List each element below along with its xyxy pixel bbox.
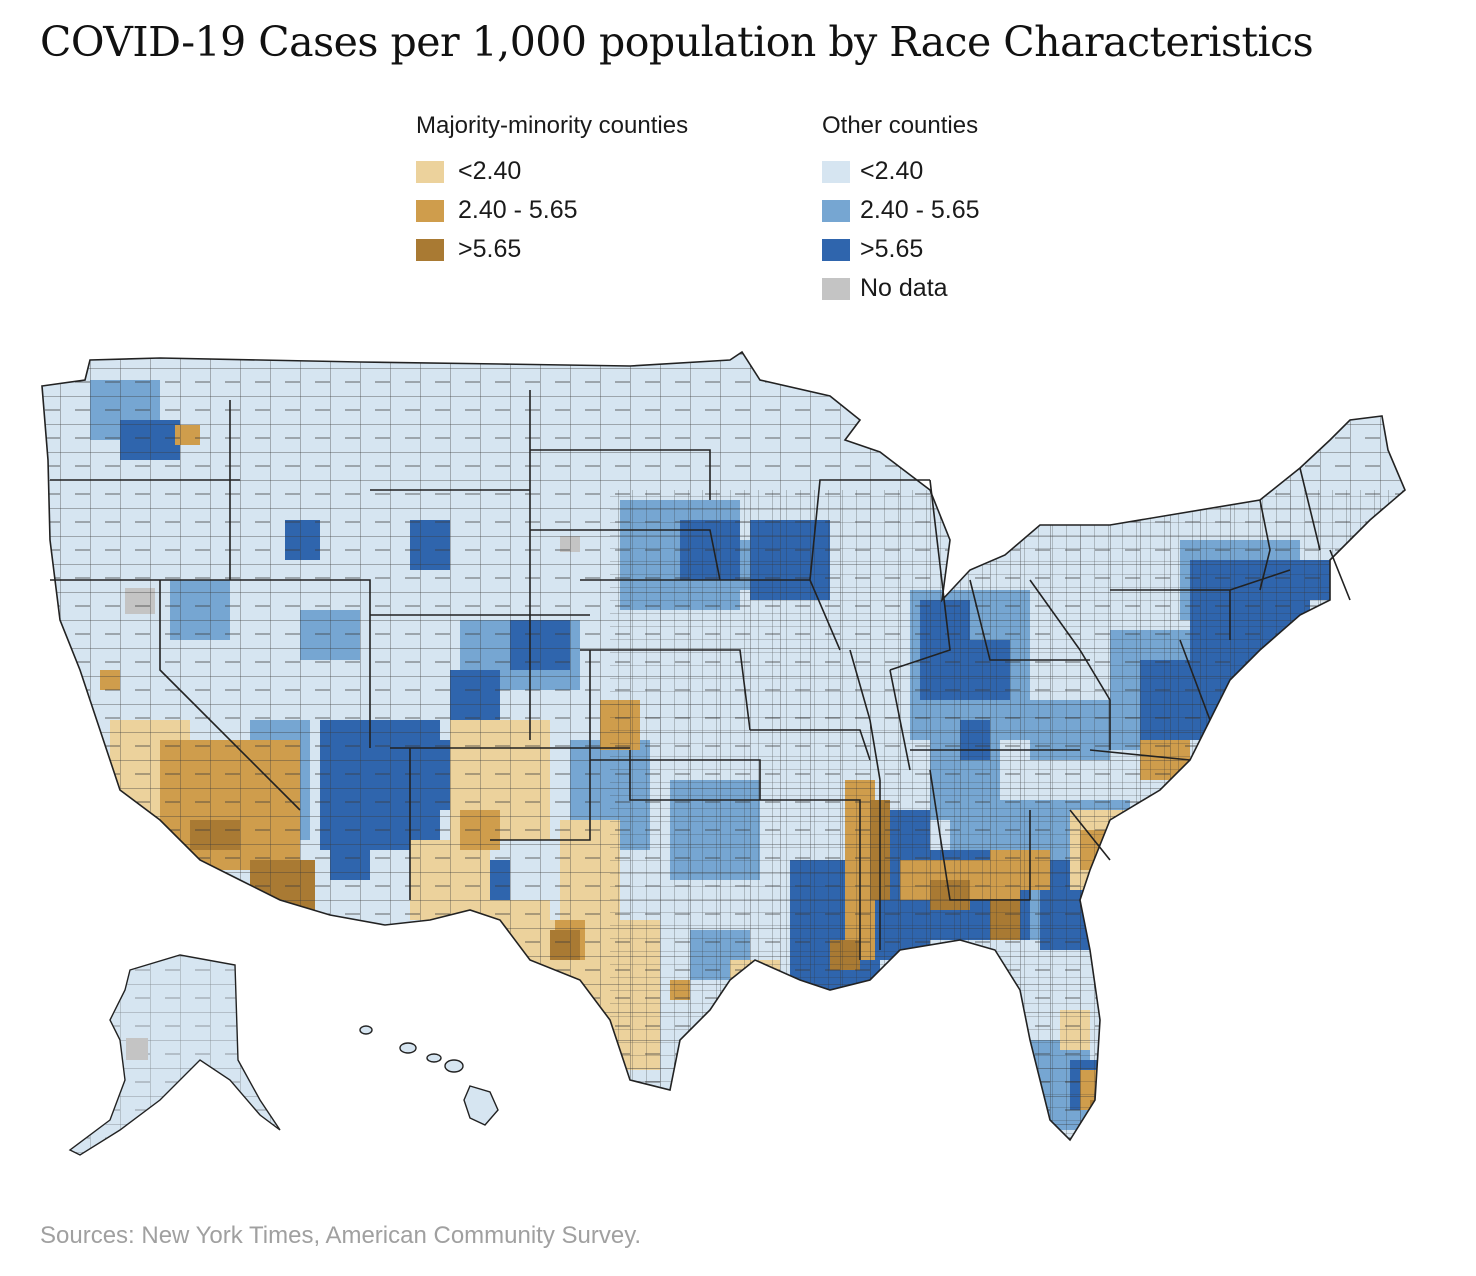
legend-swatch xyxy=(416,199,444,222)
legend-label: No data xyxy=(860,274,948,302)
legend-item: >5.65 xyxy=(416,230,688,269)
legend-item: 2.40 - 5.65 xyxy=(822,191,980,230)
legend-swatch xyxy=(416,160,444,183)
legend-item: >5.65 xyxy=(822,230,980,269)
legend-label: 2.40 - 5.65 xyxy=(458,196,578,224)
alaska xyxy=(68,954,281,1156)
source-note: Sources: New York Times, American Commun… xyxy=(40,1222,642,1249)
legend-item: <2.40 xyxy=(822,152,980,191)
chart-title: COVID-19 Cases per 1,000 population by R… xyxy=(40,18,1314,66)
legend-swatch xyxy=(822,160,850,183)
legend-item: No data xyxy=(822,269,980,308)
legend-heading: Majority-minority counties xyxy=(416,112,689,139)
legend-label: <2.40 xyxy=(458,157,522,185)
legend-swatch xyxy=(416,238,444,261)
legend-label: 2.40 - 5.65 xyxy=(860,196,980,224)
legend-swatch xyxy=(822,238,850,261)
state-borders xyxy=(41,350,1406,1142)
legend-label: >5.65 xyxy=(458,235,522,263)
us-map-svg xyxy=(41,350,1406,1156)
legend-label: >5.65 xyxy=(860,235,924,263)
legend-item: 2.40 - 5.65 xyxy=(416,191,688,230)
legend-item: <2.40 xyxy=(416,152,688,191)
legend-other-counties: Other counties <2.40 2.40 - 5.65 >5.65 N… xyxy=(822,112,980,308)
legend-swatch xyxy=(822,199,850,222)
us-county-map xyxy=(30,340,1430,1200)
legend-majority-minority: Majority-minority counties <2.40 2.40 - … xyxy=(416,112,688,269)
legend-label: <2.40 xyxy=(860,157,924,185)
legend-heading: Other counties xyxy=(822,112,979,139)
hawaii xyxy=(359,1025,499,1126)
legend-swatch xyxy=(822,277,850,300)
